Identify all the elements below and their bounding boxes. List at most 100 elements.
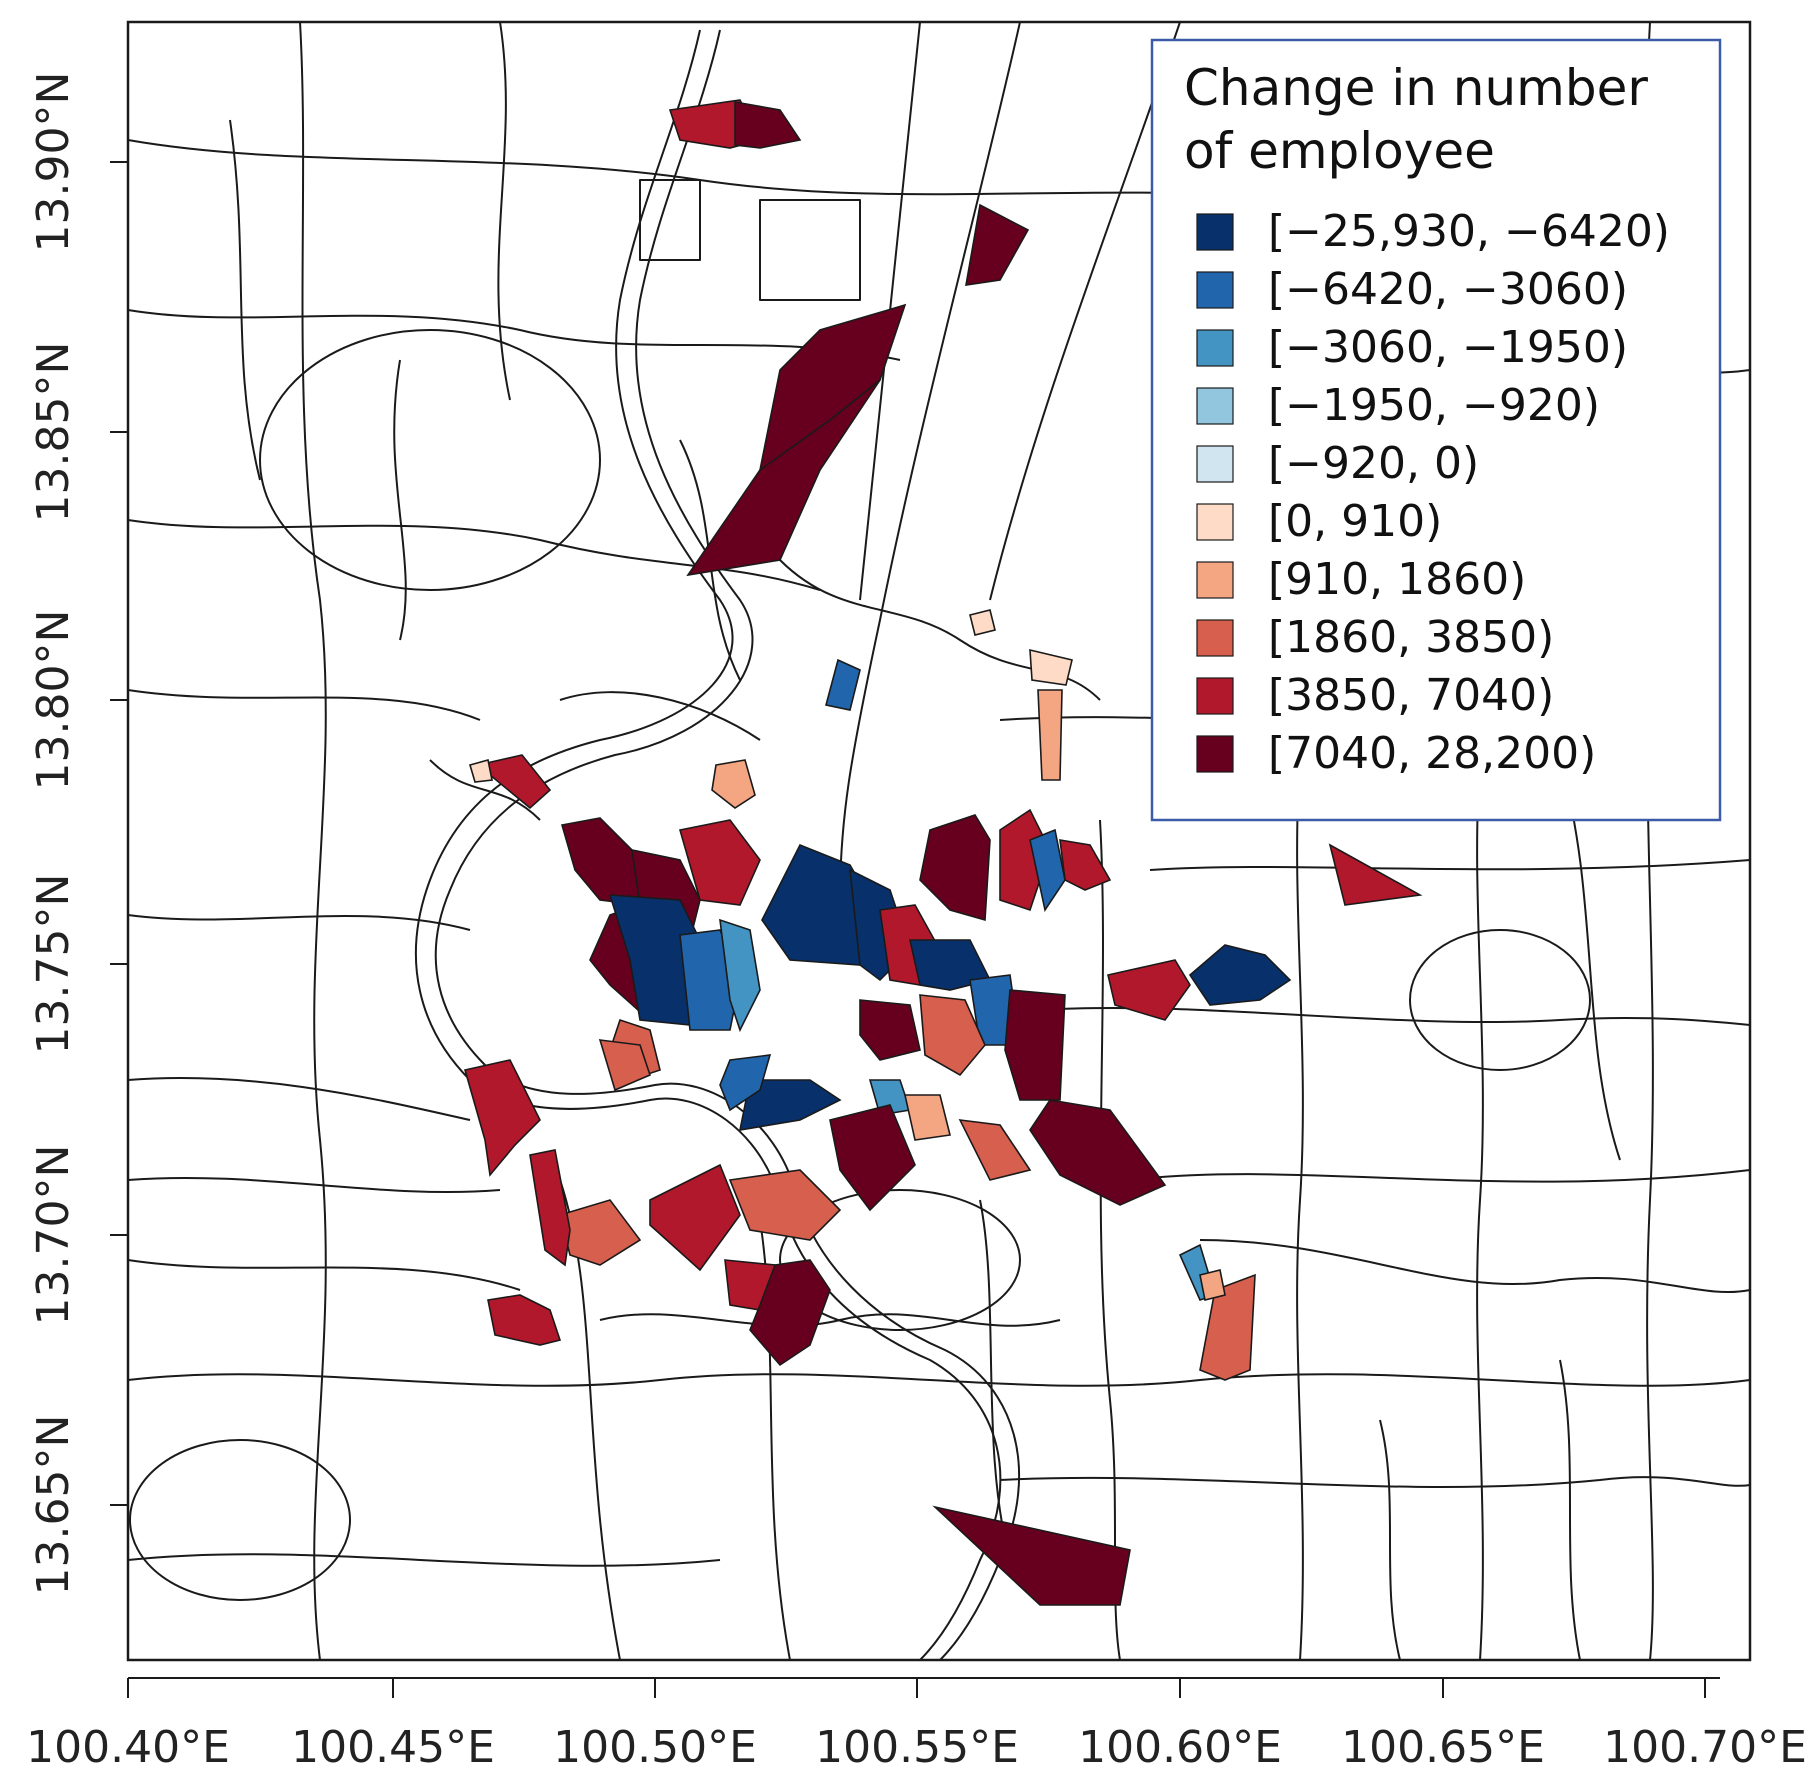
legend-swatch	[1196, 503, 1234, 541]
legend-label: [−3060, −1950)	[1268, 322, 1628, 373]
zone-south-9[interactable]	[958, 1119, 1032, 1181]
zone-far-south-1[interactable]	[932, 1505, 1131, 1606]
legend-box	[1150, 38, 1722, 822]
y-tick-3: 13.75°N	[28, 874, 128, 1055]
zone-north-3[interactable]	[965, 203, 1030, 286]
zone-cbd-5[interactable]	[919, 814, 991, 922]
legend-title-line-1: Change in number	[1184, 59, 1648, 117]
y-axis: 13.65°N 13.70°N 13.75°N 13.80°N 13.85°N …	[28, 22, 129, 1660]
legend-item[interactable]: [−1950, −920)	[1196, 380, 1600, 431]
legend-item[interactable]: [3850, 7040)	[1196, 670, 1554, 721]
legend-label: [−1950, −920)	[1268, 380, 1600, 431]
zone-south-4[interactable]	[598, 1039, 651, 1092]
legend-swatch	[1196, 561, 1234, 599]
legend-label: [0, 910)	[1268, 496, 1442, 547]
zone-east-2[interactable]	[1188, 944, 1292, 1006]
zone-west-5[interactable]	[678, 819, 761, 906]
x-tick-4: 100.55°E	[815, 1678, 1019, 1773]
legend-label: [1860, 3850)	[1268, 612, 1554, 663]
zone-south-7[interactable]	[1029, 1099, 1167, 1206]
zone-cbd-12[interactable]	[919, 994, 986, 1077]
zone-sw-5[interactable]	[749, 1259, 831, 1367]
zone-south-12[interactable]	[559, 1199, 642, 1266]
legend-swatch	[1196, 213, 1234, 251]
legend-swatch	[1196, 677, 1234, 715]
legend-item[interactable]: [910, 1860)	[1196, 554, 1526, 605]
x-tick-2: 100.45°E	[291, 1678, 495, 1773]
zone-cbd-11[interactable]	[859, 999, 921, 1061]
y-tick-5: 13.85°N	[28, 342, 128, 523]
y-tick-label: 13.90°N	[28, 72, 79, 253]
legend-label: [−6420, −3060)	[1268, 264, 1628, 315]
x-tick-1: 100.40°E	[26, 1678, 230, 1773]
zone-north-5[interactable]	[758, 303, 907, 472]
zone-old-4[interactable]	[719, 918, 761, 1033]
legend-swatch	[1196, 271, 1234, 309]
zone-west-1[interactable]	[476, 754, 552, 810]
zone-chain-1[interactable]	[1037, 689, 1063, 781]
legend-item[interactable]: [−3060, −1950)	[1196, 322, 1628, 373]
y-tick-label: 13.80°N	[28, 610, 79, 791]
river-boundary-2	[434, 29, 1020, 1661]
y-tick-2: 13.70°N	[28, 1145, 128, 1326]
legend-swatch	[1196, 619, 1234, 657]
x-axis: 100.40°E 100.45°E 100.50°E 100.55°E 100.…	[26, 1677, 1807, 1773]
y-tick-label: 13.85°N	[28, 342, 79, 523]
y-tick-4: 13.80°N	[28, 610, 128, 791]
x-tick-3: 100.50°E	[553, 1678, 757, 1773]
zone-east-1[interactable]	[1107, 959, 1191, 1021]
zone-se-2[interactable]	[1199, 1273, 1256, 1381]
x-tick-label: 100.70°E	[1603, 1722, 1807, 1773]
zone-layer	[463, 99, 1423, 1606]
zone-mid-1[interactable]	[825, 658, 861, 711]
legend-label: [−25,930, −6420)	[1268, 206, 1670, 257]
legend-item[interactable]: [−6420, −3060)	[1196, 264, 1628, 315]
y-tick-6: 13.90°N	[28, 72, 128, 253]
legend-item[interactable]: [1860, 3850)	[1196, 612, 1554, 663]
legend-label: [3850, 7040)	[1268, 670, 1554, 721]
zone-sw-3[interactable]	[487, 1294, 562, 1346]
legend-item[interactable]: [0, 910)	[1196, 496, 1442, 547]
zone-sw-1[interactable]	[463, 1059, 541, 1177]
zone-chain-2[interactable]	[1029, 648, 1073, 686]
x-tick-5: 100.60°E	[1078, 1678, 1282, 1773]
legend-label: [7040, 28,200)	[1268, 728, 1596, 779]
district-boundaries	[127, 21, 1751, 1661]
zone-chain-3[interactable]	[969, 609, 996, 636]
legend-item[interactable]: [−25,930, −6420)	[1196, 206, 1670, 257]
y-tick-label: 13.75°N	[28, 874, 79, 1055]
legend-item[interactable]: [7040, 28,200)	[1196, 728, 1596, 779]
y-tick-1: 13.65°N	[28, 1415, 128, 1596]
zone-sw-2[interactable]	[529, 1149, 571, 1267]
zone-north-2[interactable]	[734, 101, 802, 149]
x-tick-7: 100.70°E	[1603, 1678, 1807, 1773]
legend-title-line-2: of employee	[1184, 122, 1495, 180]
legend-item[interactable]: [−920, 0)	[1196, 438, 1479, 489]
river-boundary	[414, 29, 1002, 1661]
x-tick-label: 100.55°E	[815, 1722, 1019, 1773]
zone-south-2[interactable]	[719, 1054, 772, 1112]
zone-south-11[interactable]	[649, 1163, 741, 1272]
zone-chain-4[interactable]	[469, 758, 493, 783]
zone-cbd-8[interactable]	[1059, 839, 1112, 891]
x-tick-label: 100.40°E	[26, 1722, 230, 1773]
zone-west-2[interactable]	[711, 759, 756, 809]
y-tick-label: 13.70°N	[28, 1145, 79, 1326]
zone-east-3[interactable]	[1328, 843, 1423, 906]
legend-label: [910, 1860)	[1268, 554, 1526, 605]
x-tick-label: 100.50°E	[553, 1722, 757, 1773]
zone-cbd-10[interactable]	[1004, 989, 1066, 1101]
zone-south-6[interactable]	[904, 1094, 951, 1141]
zone-south-8[interactable]	[829, 1104, 916, 1212]
zone-south-10[interactable]	[728, 1169, 842, 1241]
x-tick-6: 100.65°E	[1341, 1678, 1545, 1773]
legend-swatch	[1196, 329, 1234, 367]
x-tick-label: 100.60°E	[1078, 1722, 1282, 1773]
y-tick-label: 13.65°N	[28, 1415, 79, 1596]
zone-se-3[interactable]	[1199, 1269, 1226, 1301]
zone-south-1[interactable]	[738, 1079, 842, 1131]
legend-swatch	[1196, 387, 1234, 425]
legend-swatch	[1196, 735, 1234, 773]
legend-label: [−920, 0)	[1268, 438, 1479, 489]
